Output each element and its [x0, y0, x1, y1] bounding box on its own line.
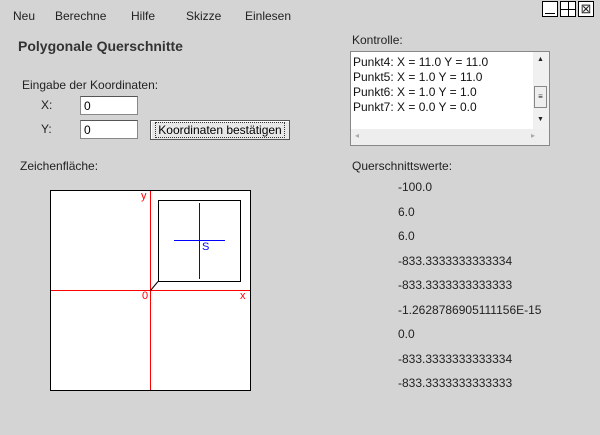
- drawing-canvas[interactable]: y x 0 S: [50, 190, 251, 391]
- value-item: -833.3333333333333: [398, 278, 513, 292]
- vertical-scrollbar[interactable]: ▲ ≡ ▼: [533, 52, 549, 130]
- kontrolle-label: Kontrolle:: [352, 33, 403, 47]
- centroid-label: S: [202, 241, 210, 253]
- scroll-thumb[interactable]: ≡: [534, 86, 547, 108]
- value-item: -1.2628786905111156E-15: [398, 303, 542, 317]
- menu-berechne[interactable]: Berechne: [55, 9, 107, 23]
- y-input[interactable]: [80, 120, 138, 139]
- list-item: Punkt4: X = 11.0 Y = 11.0: [353, 55, 489, 69]
- value-item: -833.3333333333333: [398, 376, 513, 390]
- canvas-label: Zeichenfläche:: [20, 159, 99, 173]
- canvas-svg: [51, 191, 250, 390]
- minimize-button[interactable]: [542, 1, 558, 17]
- x-label: X:: [41, 98, 53, 112]
- value-item: 6.0: [398, 205, 415, 219]
- scroll-up-icon[interactable]: ▲: [537, 56, 544, 63]
- y-label: Y:: [41, 122, 52, 136]
- page-title: Polygonale Querschnitte: [18, 38, 183, 54]
- polygon-shape: [158, 200, 241, 282]
- values-label: Querschnittswerte:: [352, 159, 453, 173]
- menu-hilfe[interactable]: Hilfe: [131, 9, 156, 23]
- input-section-label: Eingabe der Koordinaten:: [22, 78, 159, 92]
- y-axis-label: y: [141, 190, 147, 202]
- value-item: -833.3333333333334: [398, 352, 513, 366]
- confirm-coordinates-button[interactable]: Koordinaten bestätigen: [150, 120, 290, 140]
- value-item: 0.0: [398, 327, 415, 341]
- polygon-edge: [150, 281, 159, 291]
- scroll-left-icon[interactable]: ◂: [355, 131, 360, 140]
- x-axis-label: x: [240, 290, 246, 302]
- list-item: Punkt6: X = 1.0 Y = 1.0: [353, 85, 477, 99]
- origin-label: 0: [142, 290, 149, 302]
- value-item: -833.3333333333334: [398, 254, 513, 268]
- close-button[interactable]: ⊠: [578, 1, 594, 17]
- menu-einlesen[interactable]: Einlesen: [245, 9, 292, 23]
- menu-neu[interactable]: Neu: [13, 9, 36, 23]
- scroll-right-icon[interactable]: ▸: [531, 131, 536, 140]
- menu-skizze[interactable]: Skizze: [186, 9, 222, 23]
- scroll-down-icon[interactable]: ▼: [537, 116, 544, 123]
- list-item: Punkt7: X = 0.0 Y = 0.0: [353, 100, 477, 114]
- value-item: 6.0: [398, 229, 415, 243]
- x-input[interactable]: [80, 96, 138, 115]
- list-item: Punkt5: X = 1.0 Y = 11.0: [353, 70, 483, 84]
- confirm-label: Koordinaten bestätigen: [155, 122, 285, 138]
- value-item: -100.0: [398, 180, 433, 194]
- horizontal-scrollbar[interactable]: ◂ ▸: [351, 129, 549, 145]
- maximize-button[interactable]: [560, 1, 576, 17]
- kontrolle-list[interactable]: Punkt4: X = 11.0 Y = 11.0 Punkt5: X = 1.…: [350, 51, 550, 146]
